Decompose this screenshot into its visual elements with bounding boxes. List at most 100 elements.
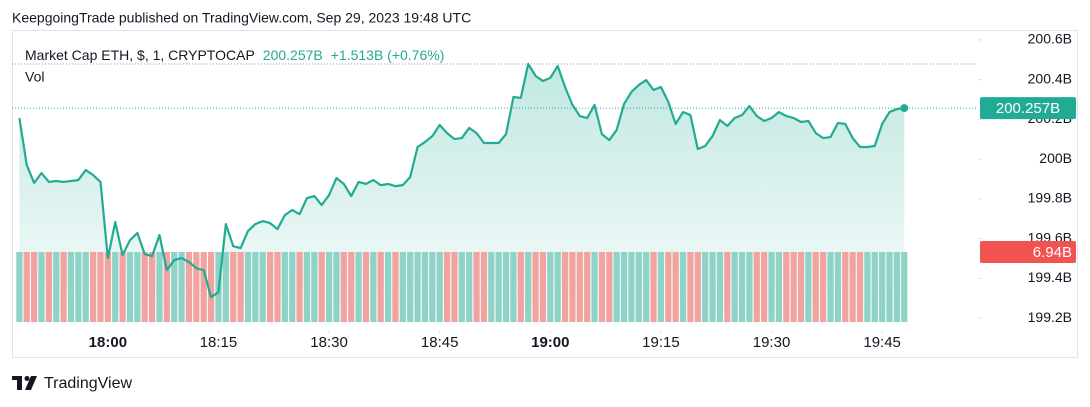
volume-bar: [185, 252, 193, 322]
volume-bar: [112, 252, 119, 322]
volume-bar: [311, 252, 318, 322]
volume-bar: [259, 252, 266, 322]
volume-bar: [731, 252, 738, 322]
volume-bar: [842, 252, 849, 322]
volume-bar: [134, 252, 141, 322]
volume-bar: [443, 252, 451, 322]
volume-bar: [620, 252, 628, 322]
volume-bar: [473, 252, 480, 322]
last-point: [900, 104, 909, 113]
volume-bar: [738, 252, 746, 322]
volume-bar: [753, 252, 760, 322]
volume-bar: [436, 252, 443, 322]
volume-bar: [517, 252, 524, 322]
volume-bar: [67, 252, 75, 322]
volume-bar: [60, 252, 67, 322]
x-tick-label: 18:15: [200, 334, 238, 351]
volume-bar: [207, 252, 215, 322]
volume-bar: [466, 252, 473, 322]
volume-bar: [289, 252, 296, 322]
volume-bar: [252, 252, 259, 322]
volume-bar: [126, 252, 134, 322]
volume-bar: [451, 252, 458, 322]
legend: Market Cap ETH, $, 1, CRYPTOCAP 200.257B +…: [25, 47, 444, 63]
volume-bar: [679, 252, 687, 322]
volume-bar: [281, 252, 288, 322]
volume-bar: [665, 252, 672, 322]
volume-bar: [355, 252, 362, 322]
x-tick-label: 19:45: [863, 334, 901, 351]
y-tick-label: 199.2B: [1028, 309, 1072, 325]
volume-bar: [141, 252, 148, 322]
volume-bar: [797, 252, 805, 322]
volume-bar: [820, 252, 827, 322]
volume-bar: [222, 252, 229, 322]
line-layer: [12, 62, 978, 299]
x-tick-label: 19:15: [642, 334, 680, 351]
logo-part: [17, 376, 22, 390]
volume-bar: [539, 252, 547, 322]
x-tick-label: 18:30: [310, 334, 348, 351]
volume-bar: [561, 252, 569, 322]
volume-bar: [716, 252, 724, 322]
volume-bar: [458, 252, 465, 322]
volume-bar: [82, 252, 89, 322]
volume-bar: [340, 252, 347, 322]
y-tick-label: 200B: [1039, 150, 1072, 166]
volume-bar: [871, 252, 878, 322]
brand: TradingView: [44, 375, 132, 392]
volume-bar: [613, 252, 620, 322]
volume-bar: [694, 252, 701, 322]
volume-bar: [569, 252, 576, 322]
volume-bar: [429, 252, 436, 322]
volume-bar: [746, 252, 753, 322]
volume-bar: [75, 252, 82, 322]
volume-legend: Vol: [25, 69, 44, 85]
legend-title: Market Cap ETH, $, 1, CRYPTOCAP: [25, 47, 255, 63]
logo-part: [25, 376, 37, 390]
volume-bar: [119, 252, 126, 322]
volume-layer: [16, 252, 908, 322]
volume-bar: [488, 252, 495, 322]
volume-bar: [414, 252, 421, 322]
volume-bar: [193, 252, 200, 322]
publish-info: KeepgoingTrade published on TradingView.…: [12, 10, 471, 26]
volume-bar: [805, 252, 812, 322]
volume-bar: [502, 252, 510, 322]
y-tick-label: 199.4B: [1028, 269, 1072, 285]
volume-bar: [598, 252, 606, 322]
volume-bar: [480, 252, 488, 322]
volume-bar: [53, 252, 60, 322]
volume-bar: [628, 252, 635, 322]
volume-bar: [104, 252, 111, 322]
volume-bar: [38, 252, 45, 322]
volume-bar: [407, 252, 414, 322]
volume-bar: [23, 252, 30, 322]
volume-bar: [421, 252, 429, 322]
volume-bar: [532, 252, 539, 322]
volume-bar: [377, 252, 384, 322]
volume-bar: [724, 252, 731, 322]
volume-bar: [274, 252, 281, 322]
x-tick-label: 18:45: [421, 334, 459, 351]
volume-bar: [230, 252, 237, 322]
axis-layer: 199.2B199.4B199.6B199.8B200B200.2B200.4B…: [89, 31, 1076, 351]
volume-bar: [849, 252, 856, 322]
volume-bar: [834, 252, 841, 322]
volume-bar: [606, 252, 613, 322]
volume-bar: [672, 252, 679, 322]
volume-bar: [827, 252, 834, 322]
volume-bar: [879, 252, 886, 322]
volume-bar: [901, 252, 908, 322]
volume-bar: [163, 252, 170, 322]
volume-bar: [171, 252, 178, 322]
y-tick-label: 200.6B: [1028, 31, 1072, 47]
volume-bar: [325, 252, 333, 322]
volume-bar: [333, 252, 340, 322]
tradingview-logo: [12, 376, 37, 390]
volume-bar: [45, 252, 52, 322]
volume-bar: [783, 252, 790, 322]
volume-bar: [584, 252, 591, 322]
legend-last: 200.257B: [263, 47, 323, 63]
